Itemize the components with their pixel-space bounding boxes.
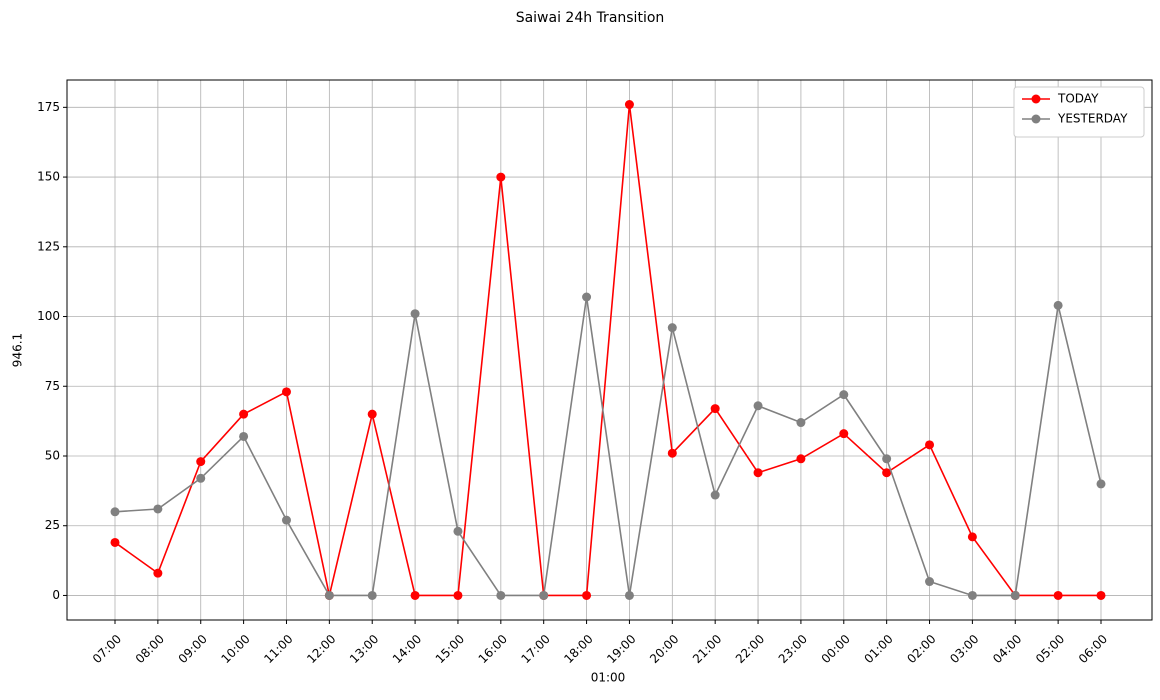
data-point (1096, 479, 1106, 489)
data-point (624, 590, 634, 600)
x-tick-label: 05:00 (1033, 632, 1067, 666)
data-point (839, 429, 849, 439)
x-tick-label: 17:00 (519, 632, 553, 666)
y-tick-label: 100 (37, 309, 60, 323)
data-point (839, 390, 849, 400)
data-point (110, 537, 120, 547)
data-point (710, 490, 720, 500)
data-point (753, 468, 763, 478)
x-tick-label: 14:00 (390, 632, 424, 666)
x-axis-label: 01:00 (591, 671, 626, 685)
x-tick-label: 22:00 (733, 632, 767, 666)
series-line (114, 104, 1101, 597)
data-point (882, 454, 892, 464)
data-point (239, 431, 249, 441)
data-point (453, 526, 463, 536)
series-line (114, 296, 1102, 597)
legend-label: YESTERDAY (1057, 112, 1128, 126)
data-point (624, 100, 634, 110)
data-point (153, 504, 163, 514)
y-tick-label: 25 (45, 518, 60, 532)
x-tick-label: 18:00 (561, 632, 595, 666)
data-point (667, 448, 677, 458)
data-point (753, 401, 763, 411)
data-point (582, 590, 592, 600)
y-tick-label: 0 (52, 588, 60, 602)
x-tick-label: 11:00 (261, 632, 295, 666)
data-point (667, 323, 677, 333)
data-point (967, 532, 977, 542)
y-axis-label: 946.1 (11, 333, 25, 367)
data-point (882, 468, 892, 478)
data-point (967, 590, 977, 600)
x-tick-label: 04:00 (990, 632, 1024, 666)
x-tick-label: 21:00 (690, 632, 724, 666)
data-point (110, 507, 120, 517)
data-point (281, 515, 291, 525)
data-point (796, 454, 806, 464)
data-point (281, 387, 291, 397)
x-tick-label: 06:00 (1076, 632, 1110, 666)
data-point (453, 590, 463, 600)
y-tick-label: 175 (37, 100, 60, 114)
data-point (367, 409, 377, 419)
data-point (539, 590, 549, 600)
data-point (410, 309, 420, 319)
data-point (1053, 590, 1063, 600)
data-point (1096, 590, 1106, 600)
x-tick-label: 02:00 (904, 632, 938, 666)
x-tick-label: 12:00 (304, 632, 338, 666)
data-point (410, 590, 420, 600)
x-tick-label: 15:00 (433, 632, 467, 666)
y-tick-label: 125 (37, 239, 60, 253)
x-tick-label: 03:00 (947, 632, 981, 666)
y-tick-label: 50 (45, 448, 60, 462)
data-point (196, 473, 206, 483)
data-point (710, 404, 720, 414)
x-tick-label: 16:00 (476, 632, 510, 666)
data-point (324, 590, 334, 600)
legend-marker (1031, 114, 1041, 124)
data-point (1010, 590, 1020, 600)
data-point (239, 409, 249, 419)
x-tick-label: 09:00 (176, 632, 210, 666)
data-point (496, 172, 506, 182)
data-point (582, 292, 592, 302)
plot-frame (66, 79, 1153, 621)
x-tick-label: 19:00 (604, 632, 638, 666)
legend-marker (1031, 94, 1041, 104)
y-tick-label: 75 (45, 379, 60, 393)
data-point (925, 577, 935, 587)
data-point (367, 590, 377, 600)
x-tick-label: 20:00 (647, 632, 681, 666)
x-tick-label: 08:00 (133, 632, 167, 666)
data-point (153, 568, 163, 578)
x-tick-label: 01:00 (861, 632, 895, 666)
data-point (925, 440, 935, 450)
data-point (1053, 300, 1063, 310)
chart-title: Saiwai 24h Transition (516, 10, 665, 26)
x-tick-label: 10:00 (218, 632, 252, 666)
legend-label: TODAY (1057, 92, 1099, 106)
x-tick-label: 13:00 (347, 632, 381, 666)
x-tick-label: 23:00 (776, 632, 810, 666)
y-tick-label: 150 (37, 170, 60, 184)
x-tick-label: 07:00 (90, 632, 124, 666)
legend: TODAY YESTERDAY (1013, 86, 1145, 138)
data-point (796, 418, 806, 428)
data-point (496, 590, 506, 600)
data-point (196, 457, 206, 467)
x-tick-label: 00:00 (819, 632, 853, 666)
